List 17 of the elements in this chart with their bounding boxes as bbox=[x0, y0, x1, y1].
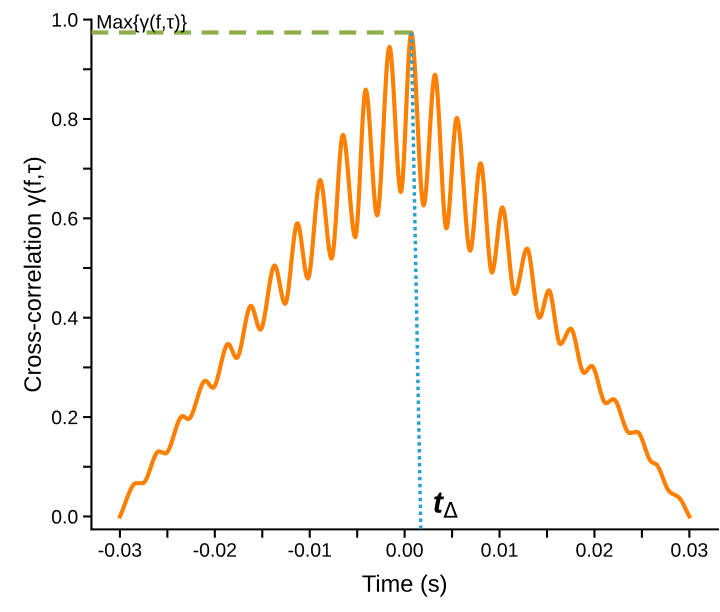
x-tick-label: -0.03 bbox=[98, 543, 142, 557]
x-tick-label: 0.01 bbox=[481, 543, 518, 557]
annotation: Max{γ(f,τ)} bbox=[98, 14, 187, 33]
x-tick-label: -0.01 bbox=[288, 543, 331, 557]
x-tick-label: 0.03 bbox=[671, 543, 708, 557]
y-tick-label: 1.0 bbox=[52, 13, 78, 27]
y-axis-title: Cross-correlation γ(f,τ) bbox=[24, 158, 46, 392]
y-tick-label: 0.0 bbox=[52, 510, 78, 524]
annotation: t$_{Δ}$ bbox=[434, 492, 458, 518]
y-tick-label: 0.4 bbox=[52, 311, 78, 325]
x-tick-label: 0.00 bbox=[386, 543, 423, 557]
y-tick-label: 0.2 bbox=[52, 410, 78, 424]
y-tick-label: 0.6 bbox=[52, 212, 78, 226]
x-axis-title: Time (s) bbox=[362, 574, 446, 597]
x-tick-label: 0.02 bbox=[576, 543, 612, 557]
x-tick-label: -0.02 bbox=[194, 543, 236, 557]
y-tick-label: 0.8 bbox=[52, 112, 78, 126]
